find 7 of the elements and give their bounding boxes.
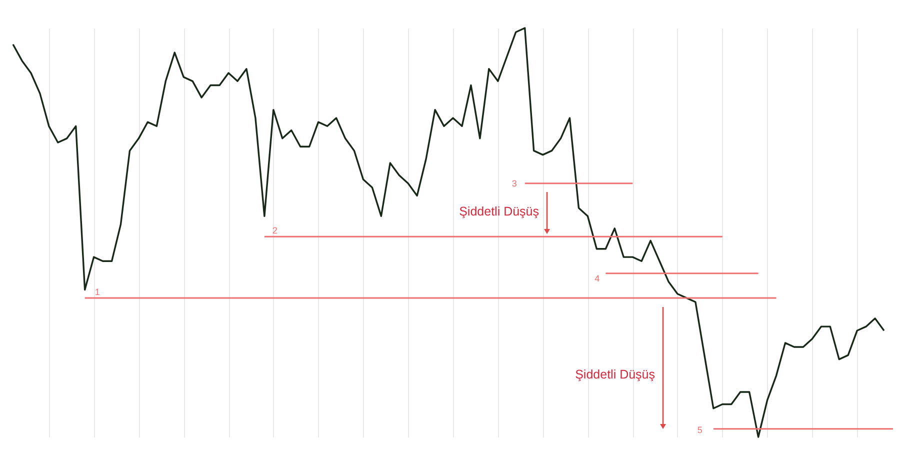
series-label: 2: [272, 226, 278, 236]
series-label: 4: [594, 273, 600, 284]
series-label: 5: [697, 424, 702, 435]
series-label: 1: [94, 286, 100, 297]
series-label: 3: [512, 178, 517, 188]
annotation: Şiddetli Düşüş: [459, 204, 539, 218]
annotation: Şiddetli Düşüş: [575, 367, 655, 382]
